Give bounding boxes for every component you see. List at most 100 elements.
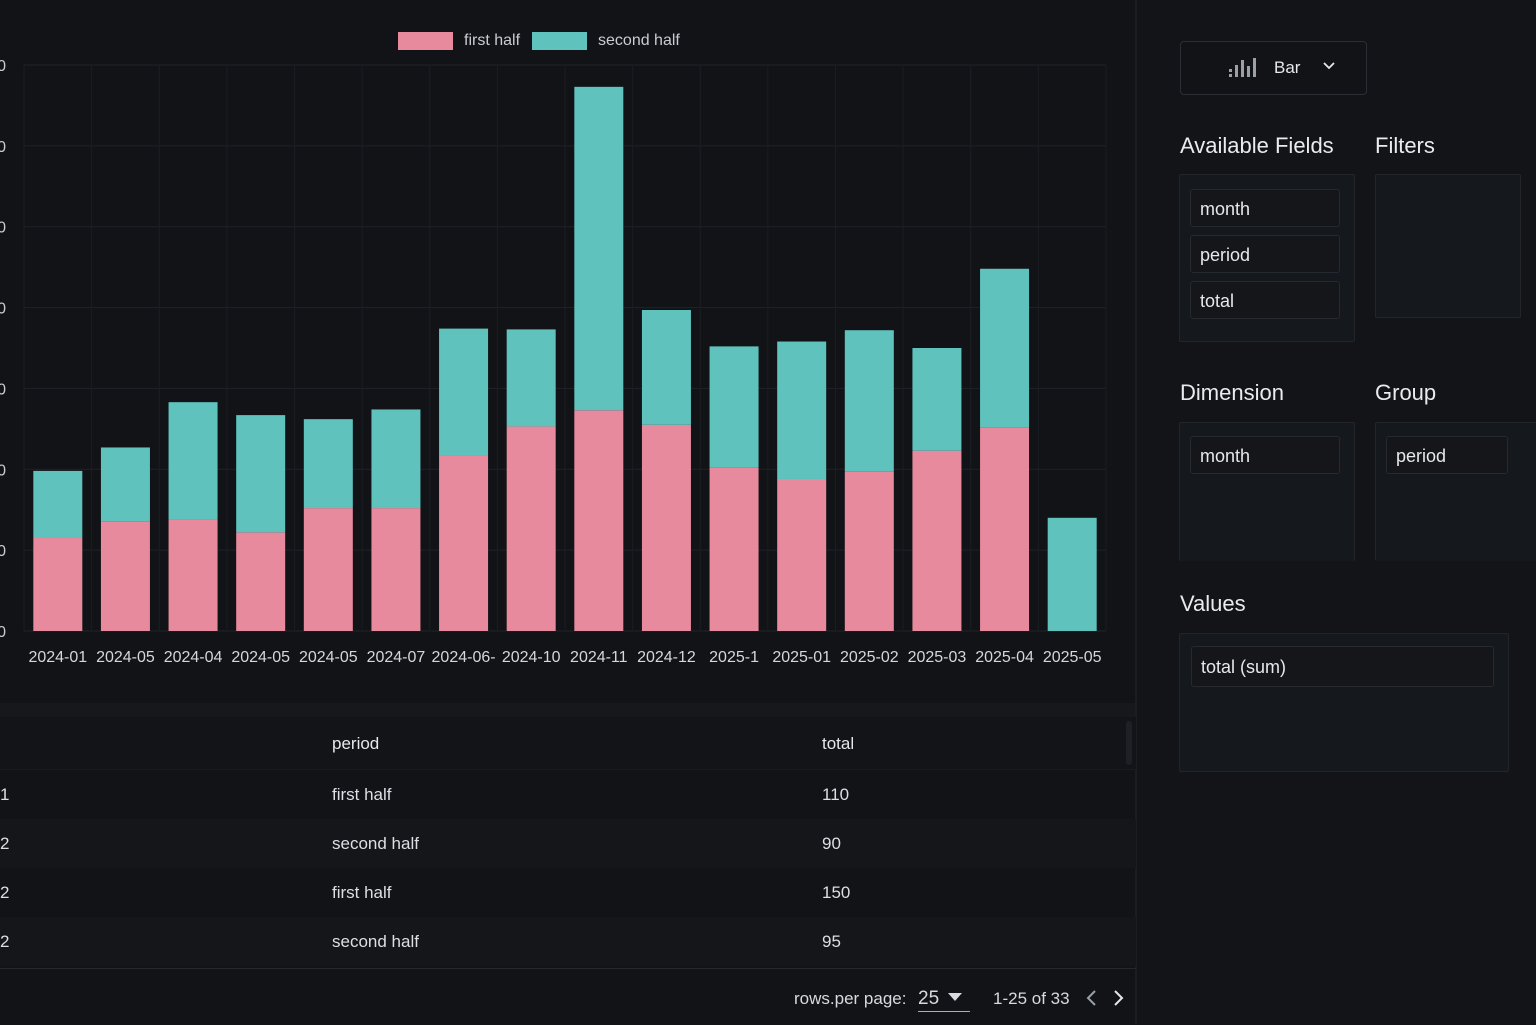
y-tick-label: 0 xyxy=(0,462,6,479)
table-header: period total xyxy=(0,717,1136,770)
bar-first-half[interactable] xyxy=(980,427,1030,631)
bar-second-half[interactable] xyxy=(1047,517,1097,631)
group-drop-zone[interactable]: period xyxy=(1375,422,1536,561)
cell-period: first half xyxy=(332,883,392,902)
field-chip-total[interactable]: total xyxy=(1190,281,1340,319)
y-tick-label: 0 xyxy=(0,58,6,75)
legend-label-first-half: first half xyxy=(464,32,521,49)
bar-first-half[interactable] xyxy=(236,532,286,631)
cell-period: second half xyxy=(332,932,419,951)
dimension-chip-month[interactable]: month xyxy=(1190,436,1340,474)
bar-second-half[interactable] xyxy=(912,348,962,451)
values-drop-zone[interactable]: total (sum) xyxy=(1179,633,1509,772)
column-header-total[interactable]: total xyxy=(822,734,855,753)
dimension-drop-zone[interactable]: month xyxy=(1179,422,1355,561)
sidebar-divider[interactable] xyxy=(1135,0,1137,1024)
field-chip-period[interactable]: period xyxy=(1190,235,1340,273)
table-scrollbar[interactable] xyxy=(1126,721,1132,765)
filters-title: Filters xyxy=(1375,133,1435,158)
bar-second-half[interactable] xyxy=(506,329,556,427)
rows-per-page-value: 25 xyxy=(918,988,940,1009)
bar-first-half[interactable] xyxy=(100,521,150,631)
bar-second-half[interactable] xyxy=(439,328,489,456)
legend-item-second-half[interactable]: second half xyxy=(532,32,692,50)
available-fields-box[interactable]: month period total xyxy=(1179,174,1355,342)
chevron-right-icon[interactable] xyxy=(1110,987,1126,1009)
values-title: Values xyxy=(1180,591,1246,616)
rows-per-page-select[interactable]: 25 xyxy=(918,985,970,1012)
chart-type-select[interactable]: Bar xyxy=(1180,41,1367,95)
legend-item-first-half[interactable]: first half xyxy=(398,32,532,50)
x-tick-label: 2024-11 xyxy=(570,649,628,666)
x-tick-label: 2025-03 xyxy=(908,649,967,666)
table-row[interactable]: 2 second half 95 xyxy=(0,917,1136,966)
caret-down-icon xyxy=(948,993,962,1001)
legend-swatch-first-half xyxy=(398,32,453,50)
chevron-left-icon[interactable] xyxy=(1084,987,1100,1009)
x-tick-label: 2024-05 xyxy=(96,649,155,666)
bar-first-half[interactable] xyxy=(168,519,218,631)
y-tick-label: 0 xyxy=(0,624,6,641)
cell-index: 2 xyxy=(0,883,10,902)
group-title: Group xyxy=(1375,380,1437,405)
x-tick-label: 2025-01 xyxy=(772,649,831,666)
bar-second-half[interactable] xyxy=(844,330,894,472)
bar-first-half[interactable] xyxy=(371,508,421,631)
available-fields-title: Available Fields xyxy=(1180,133,1334,158)
bar-second-half[interactable] xyxy=(303,419,353,509)
bar-first-half[interactable] xyxy=(777,478,827,631)
y-tick-label: 0 xyxy=(0,139,6,156)
data-table: period total 1 first half 110 2 second h… xyxy=(0,717,1136,967)
column-header-period[interactable]: period xyxy=(332,734,380,753)
chevron-down-icon xyxy=(1323,62,1335,70)
bar-first-half[interactable] xyxy=(912,450,962,631)
bar-first-half[interactable] xyxy=(303,508,353,631)
bar-first-half[interactable] xyxy=(506,426,556,631)
cell-total: 110 xyxy=(822,785,850,804)
values-chip-total-sum[interactable]: total (sum) xyxy=(1191,646,1494,687)
bar-first-half[interactable] xyxy=(844,471,894,631)
table-row[interactable]: 1 first half 110 xyxy=(0,770,1136,819)
bar-second-half[interactable] xyxy=(980,268,1030,428)
table-row[interactable]: 2 first half 150 xyxy=(0,868,1136,917)
bar-second-half[interactable] xyxy=(236,415,286,533)
bar-first-half[interactable] xyxy=(709,467,759,631)
cell-period: second half xyxy=(332,834,419,853)
bar-chart: 0 0 0 0 0 0 0 0 2024-01 2024-05 2024-04 2024-05 2024… xyxy=(0,58,1107,666)
bar-second-half[interactable] xyxy=(33,470,83,539)
dimension-title: Dimension xyxy=(1180,380,1284,405)
bar-first-half[interactable] xyxy=(574,410,624,631)
bar-first-half[interactable] xyxy=(33,538,83,631)
x-tick-label: 2024-12 xyxy=(637,649,696,666)
x-tick-label: 2025-1 xyxy=(709,649,759,666)
bar-second-half[interactable] xyxy=(371,409,421,509)
bar-chart-icon xyxy=(1229,58,1256,77)
field-chip-month[interactable]: month xyxy=(1190,189,1340,227)
bar-first-half[interactable] xyxy=(641,424,691,631)
bar-second-half[interactable] xyxy=(574,86,624,411)
bar-second-half[interactable] xyxy=(709,346,759,468)
cell-total: 95 xyxy=(822,932,841,951)
config-sidebar: Bar Available Fields Filters month perio… xyxy=(1137,0,1536,1024)
panel-divider[interactable] xyxy=(0,703,1136,717)
x-tick-label: 2024-06- xyxy=(432,649,496,666)
chart-area: 0 0 0 0 0 0 0 0 2024-01 2024-05 2024-04 2024-05 2024… xyxy=(0,31,1107,666)
group-chip-period[interactable]: period xyxy=(1386,436,1508,474)
bar-second-half[interactable] xyxy=(641,309,691,425)
table-row[interactable]: 2 second half 90 xyxy=(0,819,1136,868)
table-pagination: rows.per page: 25 1-25 of 33 xyxy=(0,968,1136,1025)
cell-index: 1 xyxy=(0,785,10,804)
cell-period: first half xyxy=(332,785,392,804)
cell-index: 2 xyxy=(0,834,10,853)
x-tick-label: 2024-07 xyxy=(367,649,426,666)
bar-second-half[interactable] xyxy=(777,341,827,479)
cell-total: 150 xyxy=(822,883,851,902)
filters-drop-zone[interactable] xyxy=(1375,174,1521,318)
bar-second-half[interactable] xyxy=(100,447,150,522)
cell-total: 90 xyxy=(822,834,841,853)
rows-per-page-label: rows.per page: xyxy=(794,989,907,1008)
chart-legend: first half second half xyxy=(398,31,692,51)
bar-second-half[interactable] xyxy=(168,402,218,520)
y-tick-label: 0 xyxy=(0,301,6,318)
bar-first-half[interactable] xyxy=(439,455,489,631)
